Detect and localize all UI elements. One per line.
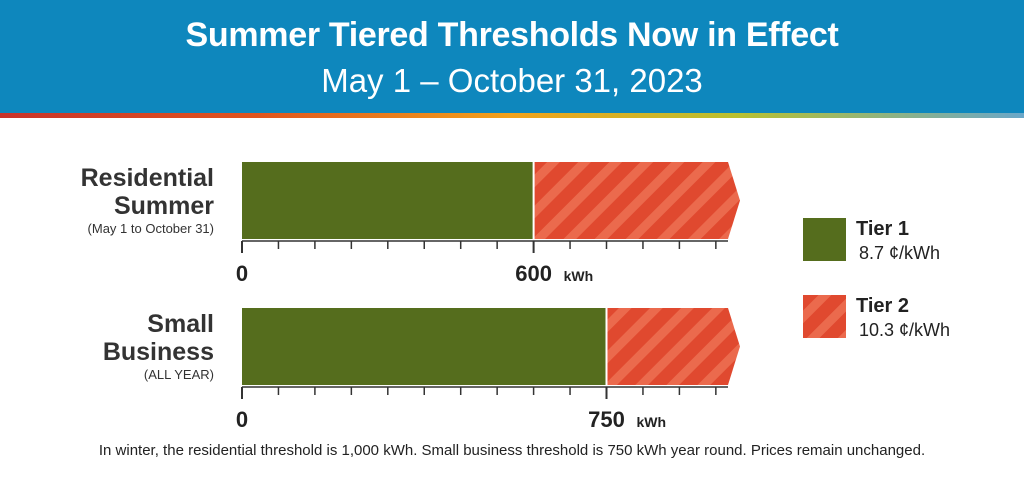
tier2-bar [606, 308, 740, 385]
legend-item-0: Tier 1 8.7 ¢/kWh [803, 218, 940, 263]
legend-swatch [803, 218, 846, 261]
page-subtitle: May 1 – October 31, 2023 [321, 62, 703, 99]
legend-name: Tier 2 [856, 295, 909, 317]
tier2-bar [533, 162, 740, 239]
legend-name: Tier 1 [856, 218, 909, 240]
zero-tick-label: 0 [236, 407, 248, 432]
row-label-line: Residential [81, 164, 214, 192]
row-label-line: Summer [114, 192, 214, 220]
row-label-line: Small [147, 310, 214, 338]
unit-label: kWh [637, 414, 667, 430]
row-label-line: Business [103, 338, 214, 366]
row-label-note: (May 1 to October 31) [88, 221, 214, 236]
tier1-bar [242, 308, 607, 385]
legend-price: 10.3 ¢/kWh [859, 320, 950, 340]
threshold-tick-label: 750 [588, 407, 625, 432]
zero-tick-label: 0 [236, 261, 248, 286]
tier1-bar [242, 162, 534, 239]
legend-swatch [803, 295, 846, 338]
header-gradient-stripe [0, 113, 1024, 118]
footnote: In winter, the residential threshold is … [98, 442, 926, 459]
legend-price: 8.7 ¢/kWh [859, 243, 940, 263]
unit-label: kWh [564, 268, 594, 284]
header-banner [0, 0, 1024, 113]
row-label-note: (ALL YEAR) [144, 367, 214, 382]
legend-item-1: Tier 2 10.3 ¢/kWh [803, 295, 950, 340]
page-title: Summer Tiered Thresholds Now in Effect [185, 16, 839, 54]
threshold-tick-label: 600 [515, 261, 552, 286]
